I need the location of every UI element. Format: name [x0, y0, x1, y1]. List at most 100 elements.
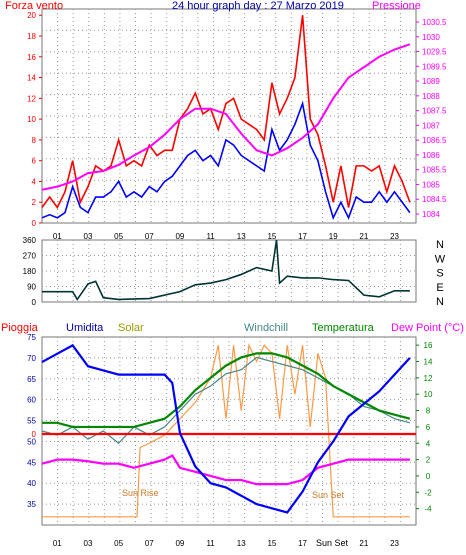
- bot-x-tick-label: 05: [114, 539, 123, 548]
- top-x-tick-label: 09: [175, 232, 184, 241]
- bot-x-tick-label: 11: [206, 539, 215, 548]
- rain-zero-tick-label: 0: [32, 430, 37, 439]
- legend-pioggia: Pioggia: [1, 322, 39, 334]
- top-x-tick-label: 21: [359, 232, 368, 241]
- top-left-tick-label: 0: [32, 219, 37, 228]
- bot-x-tick-label: 23: [390, 539, 399, 548]
- top-left-tick-label: 6: [32, 157, 37, 166]
- temp-tick-label: 4: [426, 439, 431, 448]
- legend-dew-point-c-: Dew Point (°C): [391, 322, 464, 334]
- series-line-temperatura: [42, 352, 411, 429]
- temp-tick-label: 6: [426, 423, 431, 432]
- temperature-humidity-chart: 75 70 65 60 55 50 45 40 35 0 16 14 12 10 8 6 4 2 0 -2 -4 01…: [1, 322, 464, 548]
- top-right-tick-label: 1085: [422, 180, 440, 189]
- top-right-tick-label: 1086.5: [422, 136, 447, 145]
- compass-label: S: [436, 268, 443, 280]
- compass-label: N: [436, 239, 444, 251]
- top-left-tick-label: 10: [27, 115, 36, 124]
- mid-left-tick-label: 0: [32, 298, 37, 307]
- humidity-tick-label: 40: [27, 479, 36, 488]
- top-left-tick-label: 12: [27, 94, 36, 103]
- temp-tick-label: 16: [424, 341, 433, 350]
- top-x-tick-label: 13: [237, 232, 246, 241]
- wind-direction-line-0: [42, 239, 410, 301]
- legend-umidita: Umidita: [66, 322, 104, 334]
- top-right-tick-label: 1084.5: [422, 195, 447, 204]
- humidity-tick-label: 55: [27, 417, 36, 426]
- top-x-tick-label: 17: [298, 232, 307, 241]
- bot-x-tick-label: 21: [359, 539, 368, 548]
- humidity-tick-label: 70: [27, 354, 36, 363]
- wind-pressure-plot-area: [41, 8, 417, 224]
- compass-label: W: [435, 253, 446, 265]
- mid-left-tick-label: 90: [27, 283, 36, 292]
- bot-x-tick-label: 03: [84, 539, 93, 548]
- top-right-tick-label: 1084: [422, 210, 440, 219]
- bot-x-tick-label: 17: [298, 539, 307, 548]
- bot-x-tick-label: 09: [175, 539, 184, 548]
- humidity-tick-label: 65: [27, 375, 36, 384]
- compass-label: N: [436, 296, 444, 308]
- mid-left-tick-label: 360: [23, 236, 37, 245]
- top-right-tick-label: 1030: [422, 33, 440, 42]
- top-right-tick-label: 1087: [422, 121, 440, 130]
- top-left-tick-label: 18: [27, 32, 36, 41]
- humidity-tick-label: 45: [27, 458, 36, 467]
- legend-windchill: Windchill: [244, 322, 288, 334]
- top-series-line-1: [41, 100, 411, 220]
- top-right-tick-label: 1085.5: [422, 166, 447, 175]
- temp-tick-label: 0: [426, 472, 431, 481]
- compass-label: E: [436, 282, 443, 294]
- temp-tick-label: 12: [424, 374, 433, 383]
- humidity-tick-label: 35: [27, 500, 36, 509]
- top-left-tick-label: 8: [32, 136, 37, 145]
- sun-set-annotation-plot: Sun Set: [312, 490, 345, 500]
- bot-x-tick-label: 15: [267, 539, 276, 548]
- top-x-tick-label: 07: [145, 232, 154, 241]
- top-x-tick-label: 01: [53, 232, 62, 241]
- top-x-tick-label: 05: [114, 232, 123, 241]
- top-left-tick-label: 14: [27, 74, 36, 83]
- humidity-tick-label: 60: [27, 396, 36, 405]
- bot-x-tick-label: 13: [237, 539, 246, 548]
- top-x-tick-label: 19: [329, 232, 338, 241]
- humidity-tick-label: 75: [27, 333, 36, 342]
- top-left-tick-label: 20: [27, 11, 36, 20]
- bot-x-tick-label: 01: [53, 539, 62, 548]
- top-right-tick-label: 1088: [422, 92, 440, 101]
- top-x-tick-label: 23: [390, 232, 399, 241]
- top-x-tick-label: 15: [267, 232, 276, 241]
- top-right-tick-label: 1030.5: [422, 18, 447, 27]
- top-right-tick-label: 1087.5: [422, 107, 447, 116]
- top-x-tick-label: 11: [206, 232, 215, 241]
- top-left-tick-label: 2: [32, 198, 37, 207]
- sun-rise-annotation: Sun Rise: [122, 488, 159, 498]
- temp-tick-label: -2: [424, 488, 432, 497]
- legend-temperatura: Temperatura: [312, 322, 375, 334]
- humidity-tick-label: 50: [27, 437, 36, 446]
- top-series-line-2: [41, 43, 411, 191]
- legend-solar: Solar: [118, 322, 144, 334]
- series-line-dew-point-c-: [41, 454, 410, 486]
- bot-x-tick-label: 07: [145, 539, 154, 548]
- mid-left-tick-label: 180: [23, 267, 37, 276]
- top-x-tick-label: 03: [84, 232, 93, 241]
- temp-tick-label: 10: [424, 390, 433, 399]
- wind-axis-label: Forza vento: [5, 0, 63, 12]
- top-left-tick-label: 4: [32, 177, 37, 186]
- temp-tick-label: 14: [424, 358, 433, 367]
- wind-pressure-chart: 0 2 4 6 8 10 12 14 16 18 20 1030.5 1030 1029.5 1089.5…: [5, 0, 447, 241]
- top-right-tick-label: 1029.5: [422, 48, 447, 57]
- top-right-tick-label: 1086: [422, 151, 440, 160]
- temp-tick-label: 2: [426, 456, 431, 465]
- top-left-tick-label: 16: [27, 53, 36, 62]
- pressure-axis-label: Pressione: [372, 0, 421, 12]
- sun-set-annotation-axis: Sun Set: [316, 538, 349, 548]
- series-line-umidita: [41, 343, 411, 514]
- mid-left-tick-label: 270: [23, 252, 37, 261]
- wind-direction-plot-area: [41, 239, 417, 303]
- temp-tick-label: 8: [426, 407, 431, 416]
- top-right-tick-label: 1089.5: [422, 62, 447, 71]
